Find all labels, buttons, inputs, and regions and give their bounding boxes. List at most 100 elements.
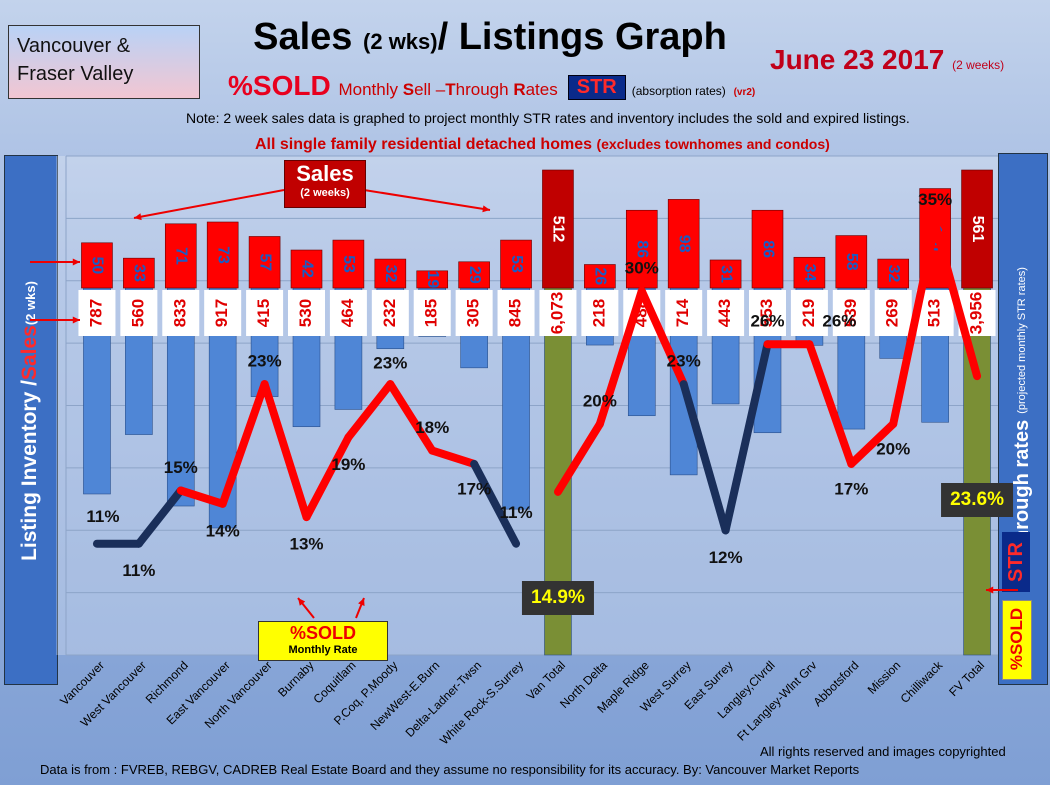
subtitle-hrough: hrough	[455, 80, 514, 99]
sales-bar	[584, 264, 616, 289]
listing-label: 232	[380, 299, 399, 327]
str-line-segment	[302, 433, 353, 522]
arrow-sold-right-head	[358, 598, 365, 606]
sales-bar	[416, 270, 449, 289]
sales-bar	[458, 261, 490, 289]
chart-title: Sales (2 wks)/ Listings Graph	[180, 16, 800, 59]
arrow-left-listing-head	[72, 316, 80, 324]
str-line-group	[92, 220, 982, 548]
arrow-sales-left	[133, 189, 285, 219]
sales-bar	[81, 242, 113, 289]
listing-label: 845	[506, 299, 525, 327]
listing-label-bg	[371, 290, 409, 336]
listing-label-bg	[288, 290, 325, 336]
str-line-segment	[595, 287, 646, 428]
left-axis-banner	[4, 155, 58, 685]
date-title: June 23 2017 (2 weeks)	[770, 44, 1004, 76]
rights-note: All rights reserved and images copyright…	[760, 744, 1006, 759]
arrow-left-sales-head	[72, 258, 80, 266]
arrow-sales-left-head	[134, 213, 142, 221]
arrow-sales-right-head	[482, 205, 490, 213]
str-label: 18%	[415, 418, 449, 437]
sales-bar	[793, 256, 826, 289]
str-label: 19%	[331, 455, 365, 474]
str-label: 23%	[248, 352, 282, 371]
str-line-segment	[260, 380, 311, 522]
arrow-sold-left-head	[298, 598, 306, 606]
listing-label: 443	[715, 299, 734, 327]
sales-label: 58	[843, 253, 860, 271]
sales-label: 32	[885, 265, 902, 283]
sold-callout: %SOLD Monthly Rate	[258, 621, 388, 661]
category-label: Delta-Ladner-Twsn	[403, 658, 485, 740]
category-label: FV Total	[946, 658, 987, 699]
listing-label: 714	[673, 298, 692, 327]
listing-label: 269	[883, 299, 902, 327]
str-line-segment	[470, 459, 521, 548]
data-note: Note: 2 week sales data is graphed to pr…	[186, 110, 910, 126]
category-label: Mission	[865, 658, 904, 697]
str-badge: STR	[567, 75, 626, 100]
subtitle-ates: ates	[525, 80, 558, 99]
sales-bar	[123, 257, 155, 289]
listing-label-bg	[790, 290, 828, 336]
str-label: 23%	[373, 354, 407, 373]
listing-label-bg	[749, 290, 786, 336]
category-label: Ft Langley-Wlnt Grv	[734, 658, 819, 743]
sales-bar	[206, 221, 239, 289]
sales-callout: Sales (2 weeks)	[284, 160, 366, 208]
sales-label: 29	[466, 266, 483, 284]
str-label: 13%	[289, 535, 323, 554]
sales-label: 73	[214, 246, 231, 264]
sales-bar	[248, 236, 281, 289]
sales-label: 33	[131, 264, 148, 282]
str-line-segment	[428, 446, 479, 468]
absorption-note: (absorption rates)	[631, 84, 726, 98]
homes-note-main: All single family residential detached h…	[255, 136, 597, 153]
right-str-box	[1002, 532, 1030, 592]
listing-label-bg	[581, 290, 619, 336]
right-axis-banner	[998, 153, 1048, 685]
str-total-box	[941, 483, 1014, 517]
listing-label: 415	[254, 299, 273, 327]
listing-label: 185	[422, 299, 441, 327]
str-line-segment	[847, 420, 898, 468]
listing-label: 530	[296, 299, 315, 327]
listing-label-bg	[78, 290, 116, 336]
sales-bar	[751, 209, 784, 289]
sales-label: 26	[592, 267, 609, 285]
str-line-segment	[721, 340, 772, 535]
sales-label: 86	[634, 240, 651, 258]
subtitle-t: T	[445, 80, 456, 99]
str-line-segment	[386, 380, 437, 455]
listing-bar	[963, 287, 991, 656]
listing-label: 917	[212, 299, 231, 327]
str-label: 35%	[918, 190, 952, 209]
listing-label: 513	[925, 299, 944, 327]
sales-label: 71	[173, 247, 190, 265]
listing-label-bg	[455, 290, 493, 336]
arrow-right-str-head	[986, 586, 994, 594]
sales-label: 561	[969, 216, 986, 243]
listing-label: 560	[128, 299, 147, 327]
homes-note: All single family residential detached h…	[255, 136, 830, 154]
sales-bar	[709, 259, 742, 289]
listing-label-bg	[329, 290, 367, 336]
category-label: Burnaby	[275, 658, 317, 700]
arrows	[30, 189, 1018, 619]
sales-label: 86	[759, 240, 776, 258]
str-line-segment	[553, 420, 604, 496]
listing-label-bg	[162, 290, 200, 336]
sales-label: 98	[675, 235, 692, 253]
sales-label: 31	[717, 265, 734, 283]
str-label: 26%	[750, 312, 784, 331]
category-label: Abbotsford	[810, 658, 861, 709]
arrow-sales-right	[363, 189, 491, 211]
sales-bar	[961, 169, 993, 289]
str-label: 23%	[667, 352, 701, 371]
listing-label-bg	[120, 290, 158, 336]
region-box: Vancouver & Fraser Valley	[8, 25, 200, 99]
sold-callout-sub: Monthly Rate	[288, 644, 358, 656]
